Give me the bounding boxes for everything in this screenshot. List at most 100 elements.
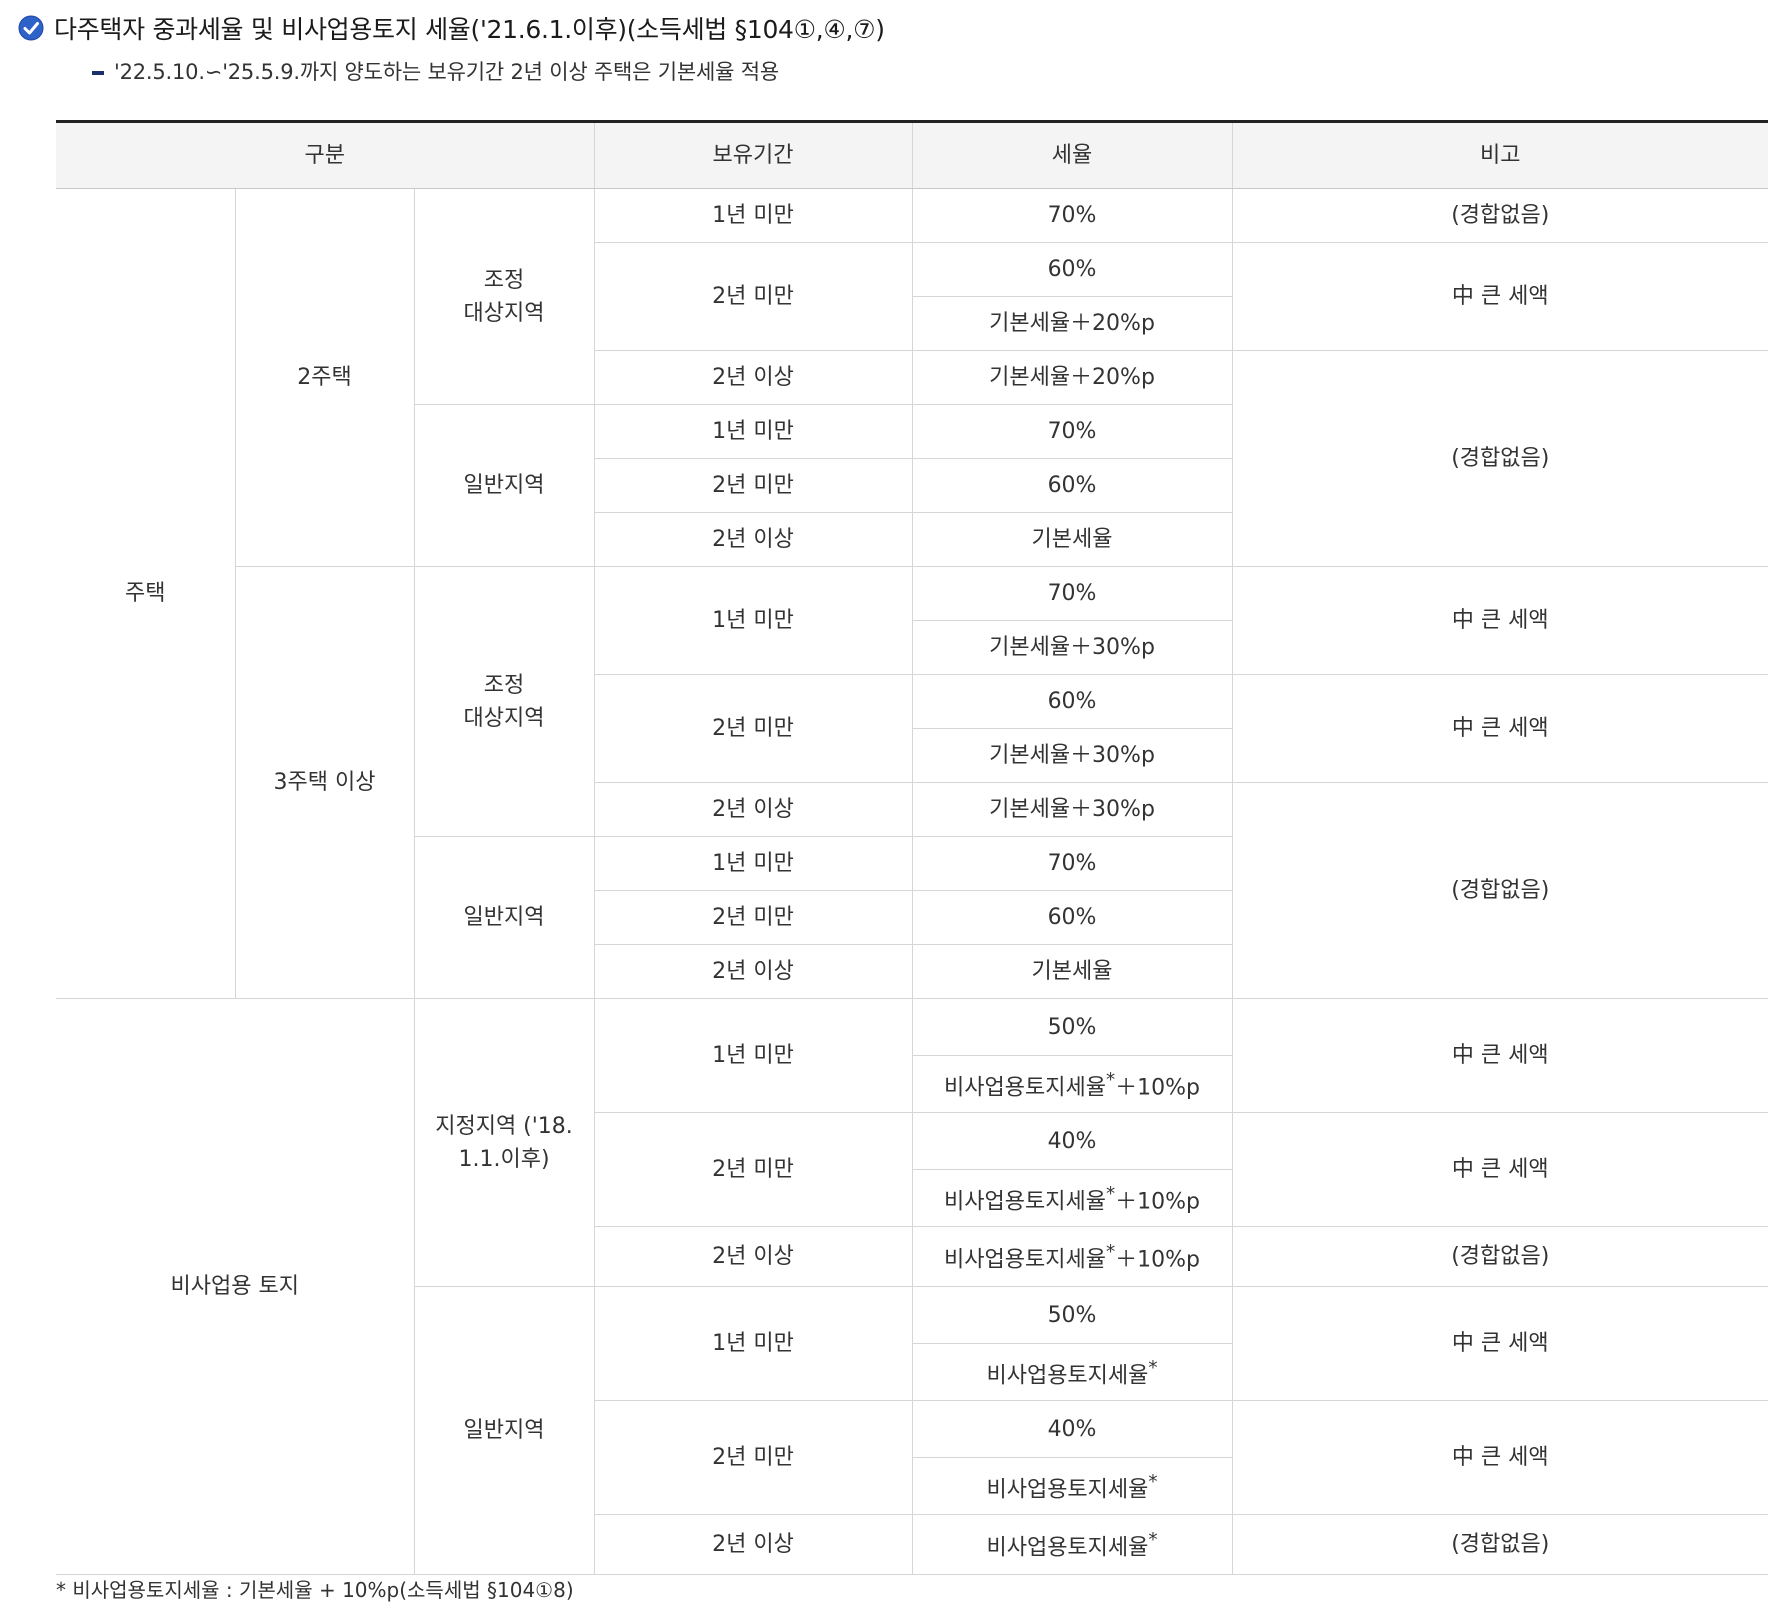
holding-period: 2년 미만 — [594, 1112, 913, 1227]
table-row: 비사업용토지세율* — [56, 1343, 1768, 1401]
tax-rate: 비사업용토지세율* — [912, 1457, 1233, 1515]
holding-period: 1년 미만 — [593, 188, 913, 243]
holding-period: 2년 이상 — [594, 512, 913, 567]
tax-rate: 기본세율 — [911, 512, 1233, 567]
holding-period: 2년 이상 — [594, 944, 913, 999]
sub-note: '22.5.10.∽'25.5.9.까지 양도하는 보유기간 2년 이상 주택은… — [92, 56, 779, 86]
holding-period: 2년 미만 — [594, 242, 913, 351]
category-two-homes: 2주택 — [234, 188, 415, 567]
region-adjusted-area: 조정 대상지역 — [413, 188, 595, 405]
table-row: 2년 이상 비사업용토지세율* (경합없음) — [56, 1514, 1768, 1575]
region-adjusted-area: 조정 대상지역 — [413, 566, 595, 837]
tax-rate: 50% — [911, 1286, 1233, 1344]
footnote: * 비사업용토지세율 : 기본세율 + 10%p(소득세법 §104①8) — [56, 1578, 574, 1602]
tax-rate: 70% — [911, 836, 1233, 891]
tax-rate: 비사업용토지세율*＋10%p — [912, 1169, 1233, 1227]
table-row: 일반지역 1년 미만 70% — [56, 836, 1768, 999]
tax-rate: 70% — [911, 566, 1233, 621]
tax-rate: 기본세율＋30%p — [911, 782, 1233, 837]
remark: (경합없음) — [1231, 1226, 1768, 1287]
tax-rate: 60% — [911, 674, 1233, 729]
table-row: 3주택 이상 조정 대상지역 1년 미만 70% 中 큰 세액 — [56, 566, 1768, 999]
remark: 中 큰 세액 — [1231, 998, 1768, 1113]
region-general-area: 일반지역 — [414, 404, 595, 567]
tax-rate: 70% — [911, 404, 1233, 459]
table-row: 기본세율＋30%p — [56, 728, 1768, 783]
holding-period: 2년 이상 — [594, 782, 913, 837]
holding-period: 2년 미만 — [594, 674, 913, 783]
table-row: 2년 이상 기본세율 — [56, 512, 1768, 567]
region-label-line2: 대상지역 — [463, 300, 545, 326]
remark: 中 큰 세액 — [1231, 674, 1768, 783]
section-header: 다주택자 중과세율 및 비사업용토지 세율('21.6.1.이후)(소득세법 §… — [18, 8, 885, 48]
tax-rate-table: 구분 보유기간 세율 비고 주택 2주택 조정 대상지역 1년 미만 70% (… — [56, 120, 1768, 1575]
region-designated-area: 지정지역 ('18. 1.1.이후) — [413, 998, 595, 1287]
header-remark: 비고 — [1231, 121, 1768, 189]
table-row: 2년 이상 기본세율＋30%p (경합없음) — [56, 782, 1768, 999]
table-header-row: 구분 보유기간 세율 비고 — [56, 121, 1768, 189]
tax-rate: 40% — [911, 1112, 1233, 1170]
table-row: 기본세율＋20%p — [56, 296, 1768, 351]
table-row: 비사업용토지세율*＋10%p — [56, 1055, 1768, 1113]
tax-rate: 기본세율＋30%p — [912, 728, 1233, 783]
remark: 中 큰 세액 — [1231, 566, 1768, 675]
tax-rate: 기본세율＋20%p — [911, 350, 1233, 405]
region-general-area: 일반지역 — [414, 836, 595, 999]
holding-period: 1년 미만 — [593, 998, 913, 1113]
table-row: 비사업용토지세율*＋10%p — [56, 1169, 1768, 1227]
tax-rate: 60% — [911, 242, 1233, 297]
table-row: 주택 2주택 조정 대상지역 1년 미만 70% (경합없음) — [56, 188, 1768, 999]
table-row: 2년 이상 기본세율 — [56, 944, 1768, 999]
tax-rate: 기본세율 — [911, 944, 1233, 999]
tax-rate: 50% — [911, 998, 1233, 1056]
tax-rate: 비사업용토지세율* — [912, 1343, 1233, 1401]
remark: 中 큰 세액 — [1231, 1286, 1768, 1401]
header-category: 구분 — [56, 121, 595, 189]
tax-rate: 비사업용토지세율* — [911, 1514, 1233, 1575]
category-three-or-more-homes: 3주택 이상 — [235, 566, 415, 999]
tax-rate: 70% — [911, 188, 1233, 243]
table-row: 비사업용 토지 지정지역 ('18. 1.1.이후) 1년 미만 50% 中 큰… — [56, 998, 1768, 1575]
tax-rate: 비사업용토지세율*＋10%p — [912, 1055, 1233, 1113]
region-label-line2: 대상지역 — [463, 705, 545, 731]
region-label-line1: 지정지역 ('18. — [435, 1113, 573, 1139]
tax-rate: 60% — [911, 890, 1233, 945]
holding-period: 1년 미만 — [593, 836, 913, 891]
remark: 中 큰 세액 — [1231, 242, 1768, 351]
category-housing: 주택 — [56, 188, 236, 999]
remark: (경합없음) — [1231, 350, 1768, 567]
tax-rate: 기본세율＋30%p — [912, 620, 1233, 675]
header-holding-period: 보유기간 — [593, 121, 913, 189]
holding-period: 2년 이상 — [594, 1514, 913, 1575]
holding-period: 2년 미만 — [594, 1400, 913, 1515]
holding-period: 1년 미만 — [593, 404, 913, 459]
category-non-business-land: 비사업용 토지 — [56, 998, 415, 1575]
region-label-line1: 조정 — [483, 267, 525, 293]
holding-period: 2년 미만 — [594, 458, 913, 513]
dash-bullet-icon — [92, 71, 104, 75]
sub-note-text: '22.5.10.∽'25.5.9.까지 양도하는 보유기간 2년 이상 주택은… — [114, 60, 779, 84]
check-circle-icon — [18, 15, 44, 41]
holding-period: 2년 이상 — [594, 350, 913, 405]
holding-period: 1년 미만 — [593, 1286, 913, 1401]
remark: (경합없음) — [1231, 188, 1768, 243]
region-general-area: 일반지역 — [414, 1286, 595, 1575]
table-row: 2년 미만 40% 中 큰 세액 — [56, 1112, 1768, 1227]
remark: 中 큰 세액 — [1231, 1112, 1768, 1227]
table-row: 2년 미만 60% 中 큰 세액 — [56, 242, 1768, 351]
tax-rate: 60% — [911, 458, 1233, 513]
table-row: 2년 미만 40% 中 큰 세액 — [56, 1400, 1768, 1515]
table-row: 기본세율＋30%p — [56, 620, 1768, 675]
holding-period: 1년 미만 — [593, 566, 913, 675]
tax-rate: 40% — [911, 1400, 1233, 1458]
table-row: 2년 이상 비사업용토지세율*＋10%p (경합없음) — [56, 1226, 1768, 1287]
tax-rate: 기본세율＋20%p — [912, 296, 1233, 351]
header-tax-rate: 세율 — [911, 121, 1233, 189]
remark: (경합없음) — [1231, 782, 1768, 999]
page-title: 다주택자 중과세율 및 비사업용토지 세율('21.6.1.이후)(소득세법 §… — [54, 15, 885, 44]
holding-period: 2년 미만 — [594, 890, 913, 945]
tax-rate: 비사업용토지세율*＋10%p — [911, 1226, 1233, 1287]
remark: (경합없음) — [1231, 1514, 1768, 1575]
region-label-line2: 1.1.이후) — [458, 1146, 550, 1172]
holding-period: 2년 이상 — [594, 1226, 913, 1287]
